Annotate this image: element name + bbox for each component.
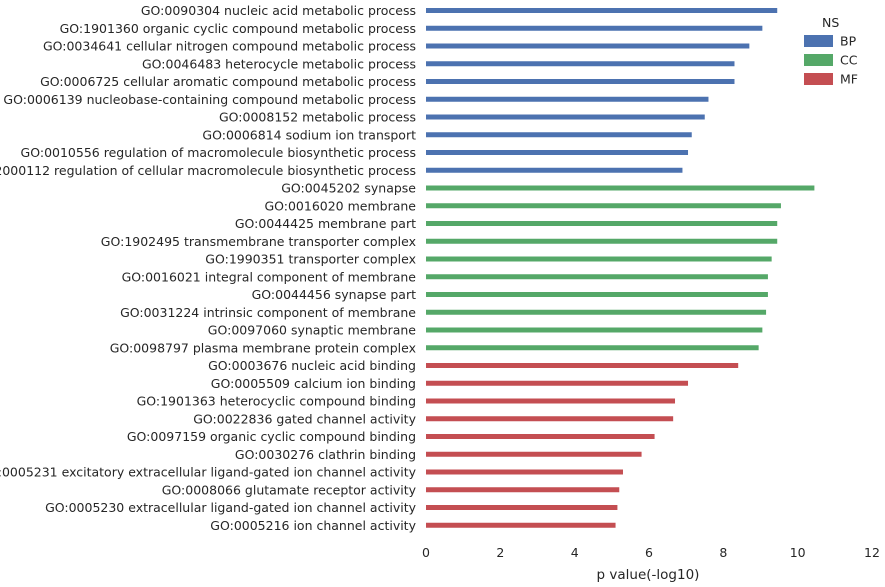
bar-go-1901360 [426,25,763,31]
category-label: GO:0006725 cellular aromatic compound me… [40,74,416,89]
bar-go-1990351 [426,256,772,262]
bar-go-0030276 [426,451,642,457]
category-label: GO:0097060 synaptic membrane [208,323,417,338]
category-label: GO:2000112 regulation of cellular macrom… [0,163,416,178]
category-label: GO:0006139 nucleobase-containing compoun… [3,92,416,107]
category-label: GO:1901363 heterocyclic compound binding [137,394,416,409]
x-tick-label: 12 [864,545,880,560]
category-label: GO:0044456 synapse part [252,287,416,302]
category-label: GO:0090304 nucleic acid metabolic proces… [141,3,416,18]
bar-go-0098797 [426,345,759,351]
bar-go-0006139 [426,96,709,102]
category-label: GO:0003676 nucleic acid binding [208,358,416,373]
x-tick-label: 8 [719,545,727,560]
category-label: GO:0044425 membrane part [235,216,416,231]
category-labels-layer: GO:0090304 nucleic acid metabolic proces… [0,3,417,533]
category-label: GO:1902495 transmembrane transporter com… [101,234,416,249]
category-label: GO:0031224 intrinsic component of membra… [120,305,416,320]
bar-go-0010556 [426,150,689,155]
bar-go-0090304 [426,8,778,13]
bars-layer [426,8,815,528]
category-label: GO:0022836 gated channel activity [193,411,416,426]
bar-go-0045202 [426,185,815,191]
category-label: GO:0010556 regulation of macromolecule b… [21,145,416,160]
x-tick-label: 4 [571,545,579,560]
bar-go-0034641 [426,43,750,49]
category-label: GO:1990351 transporter complex [205,252,416,267]
category-label: GO:0016021 integral component of membran… [122,269,417,284]
bar-go-0044425 [426,221,778,226]
bar-go-0008152 [426,114,705,120]
legend-swatch-cc [804,54,833,66]
bar-go-0031224 [426,309,767,315]
category-label: GO:0006814 sodium ion transport [202,127,416,142]
category-label: GO:0045202 synapse [281,181,416,196]
legend-swatch-mf [804,73,833,85]
bar-go-0005509 [426,380,689,386]
category-label: GO:0030276 clathrin binding [235,447,416,462]
bar-go-0003676 [426,363,739,368]
bar-go-0016020 [426,203,781,209]
bar-go-0044456 [426,292,768,297]
bar-go-1901363 [426,398,676,404]
legend-label-mf: MF [840,72,858,87]
legend-label-cc: CC [840,53,858,68]
x-axis: 0 2 4 6 8 10 12 [422,545,880,560]
legend-label-bp: BP [840,34,857,49]
category-label: GO:0098797 plasma membrane protein compl… [110,340,416,355]
x-tick-label: 2 [496,545,504,560]
category-label: GO:0005216 ion channel activity [210,518,416,533]
bar-go-0008066 [426,487,620,493]
x-tick-label: 6 [645,545,653,560]
legend-title: NS [822,15,839,30]
x-axis-title: p value(-log10) [597,567,700,583]
x-tick-label: 0 [422,545,430,560]
category-label: GO:0097159 organic cyclic compound bindi… [127,429,416,444]
bar-go-0006814 [426,132,692,138]
category-label: GO:1901360 organic cyclic compound metab… [60,21,416,36]
legend: NS BP CC MF [804,15,858,87]
category-label: GO:0034641 cellular nitrogen compound me… [43,39,416,54]
category-label: GO:0046483 heterocycle metabolic process [142,56,416,71]
category-label: GO:0005231 excitatory extracellular liga… [0,465,417,480]
bar-go-0005230 [426,505,618,510]
category-label: GO:0008152 metabolic process [219,110,416,125]
bar-go-0097060 [426,327,763,333]
bar-go-0022836 [426,416,674,422]
bar-go-2000112 [426,167,683,173]
bar-go-0016021 [426,274,768,280]
category-label: GO:0005509 calcium ion binding [211,376,416,391]
bar-go-0005216 [426,522,616,528]
bar-go-0006725 [426,79,735,84]
category-label: GO:0016020 membrane [264,198,416,213]
legend-swatch-bp [804,35,833,47]
bar-go-0005231 [426,469,623,475]
category-label: GO:0005230 extracellular ligand-gated io… [45,500,417,515]
bar-go-1902495 [426,238,778,244]
category-label: GO:0008066 glutamate receptor activity [162,482,417,497]
x-tick-label: 10 [790,545,806,560]
bar-go-0046483 [426,61,735,67]
bar-go-0097159 [426,434,655,439]
